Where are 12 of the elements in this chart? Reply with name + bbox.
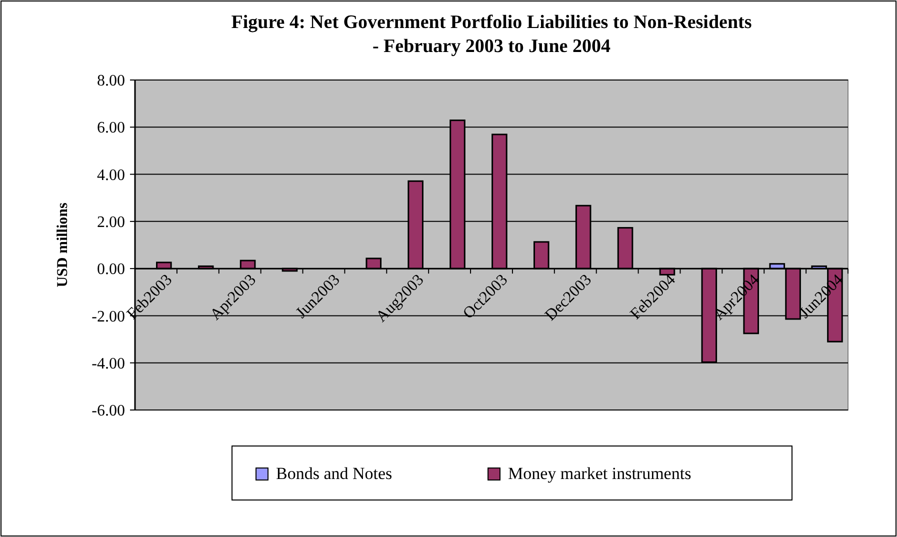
y-tick-label: 0.00 <box>97 261 125 278</box>
y-axis-title: USD millions <box>55 202 71 288</box>
y-tick-label: -4.00 <box>92 355 125 372</box>
y-tick-label: 4.00 <box>97 166 125 184</box>
y-tick-label: 6.00 <box>97 120 125 137</box>
legend-label: Money market instruments <box>508 464 692 483</box>
y-tick-label: -6.00 <box>92 402 125 420</box>
y-tick-label: -2.00 <box>92 308 125 326</box>
chart-title: Figure 4: Net Government Portfolio Liabilities to Non-Residents - February 2003 to June 2004 <box>231 12 752 57</box>
y-tick-label: 2.00 <box>97 214 125 232</box>
legend-label: Bonds and Notes <box>276 464 392 483</box>
y-tick-label: 8.00 <box>97 72 125 90</box>
